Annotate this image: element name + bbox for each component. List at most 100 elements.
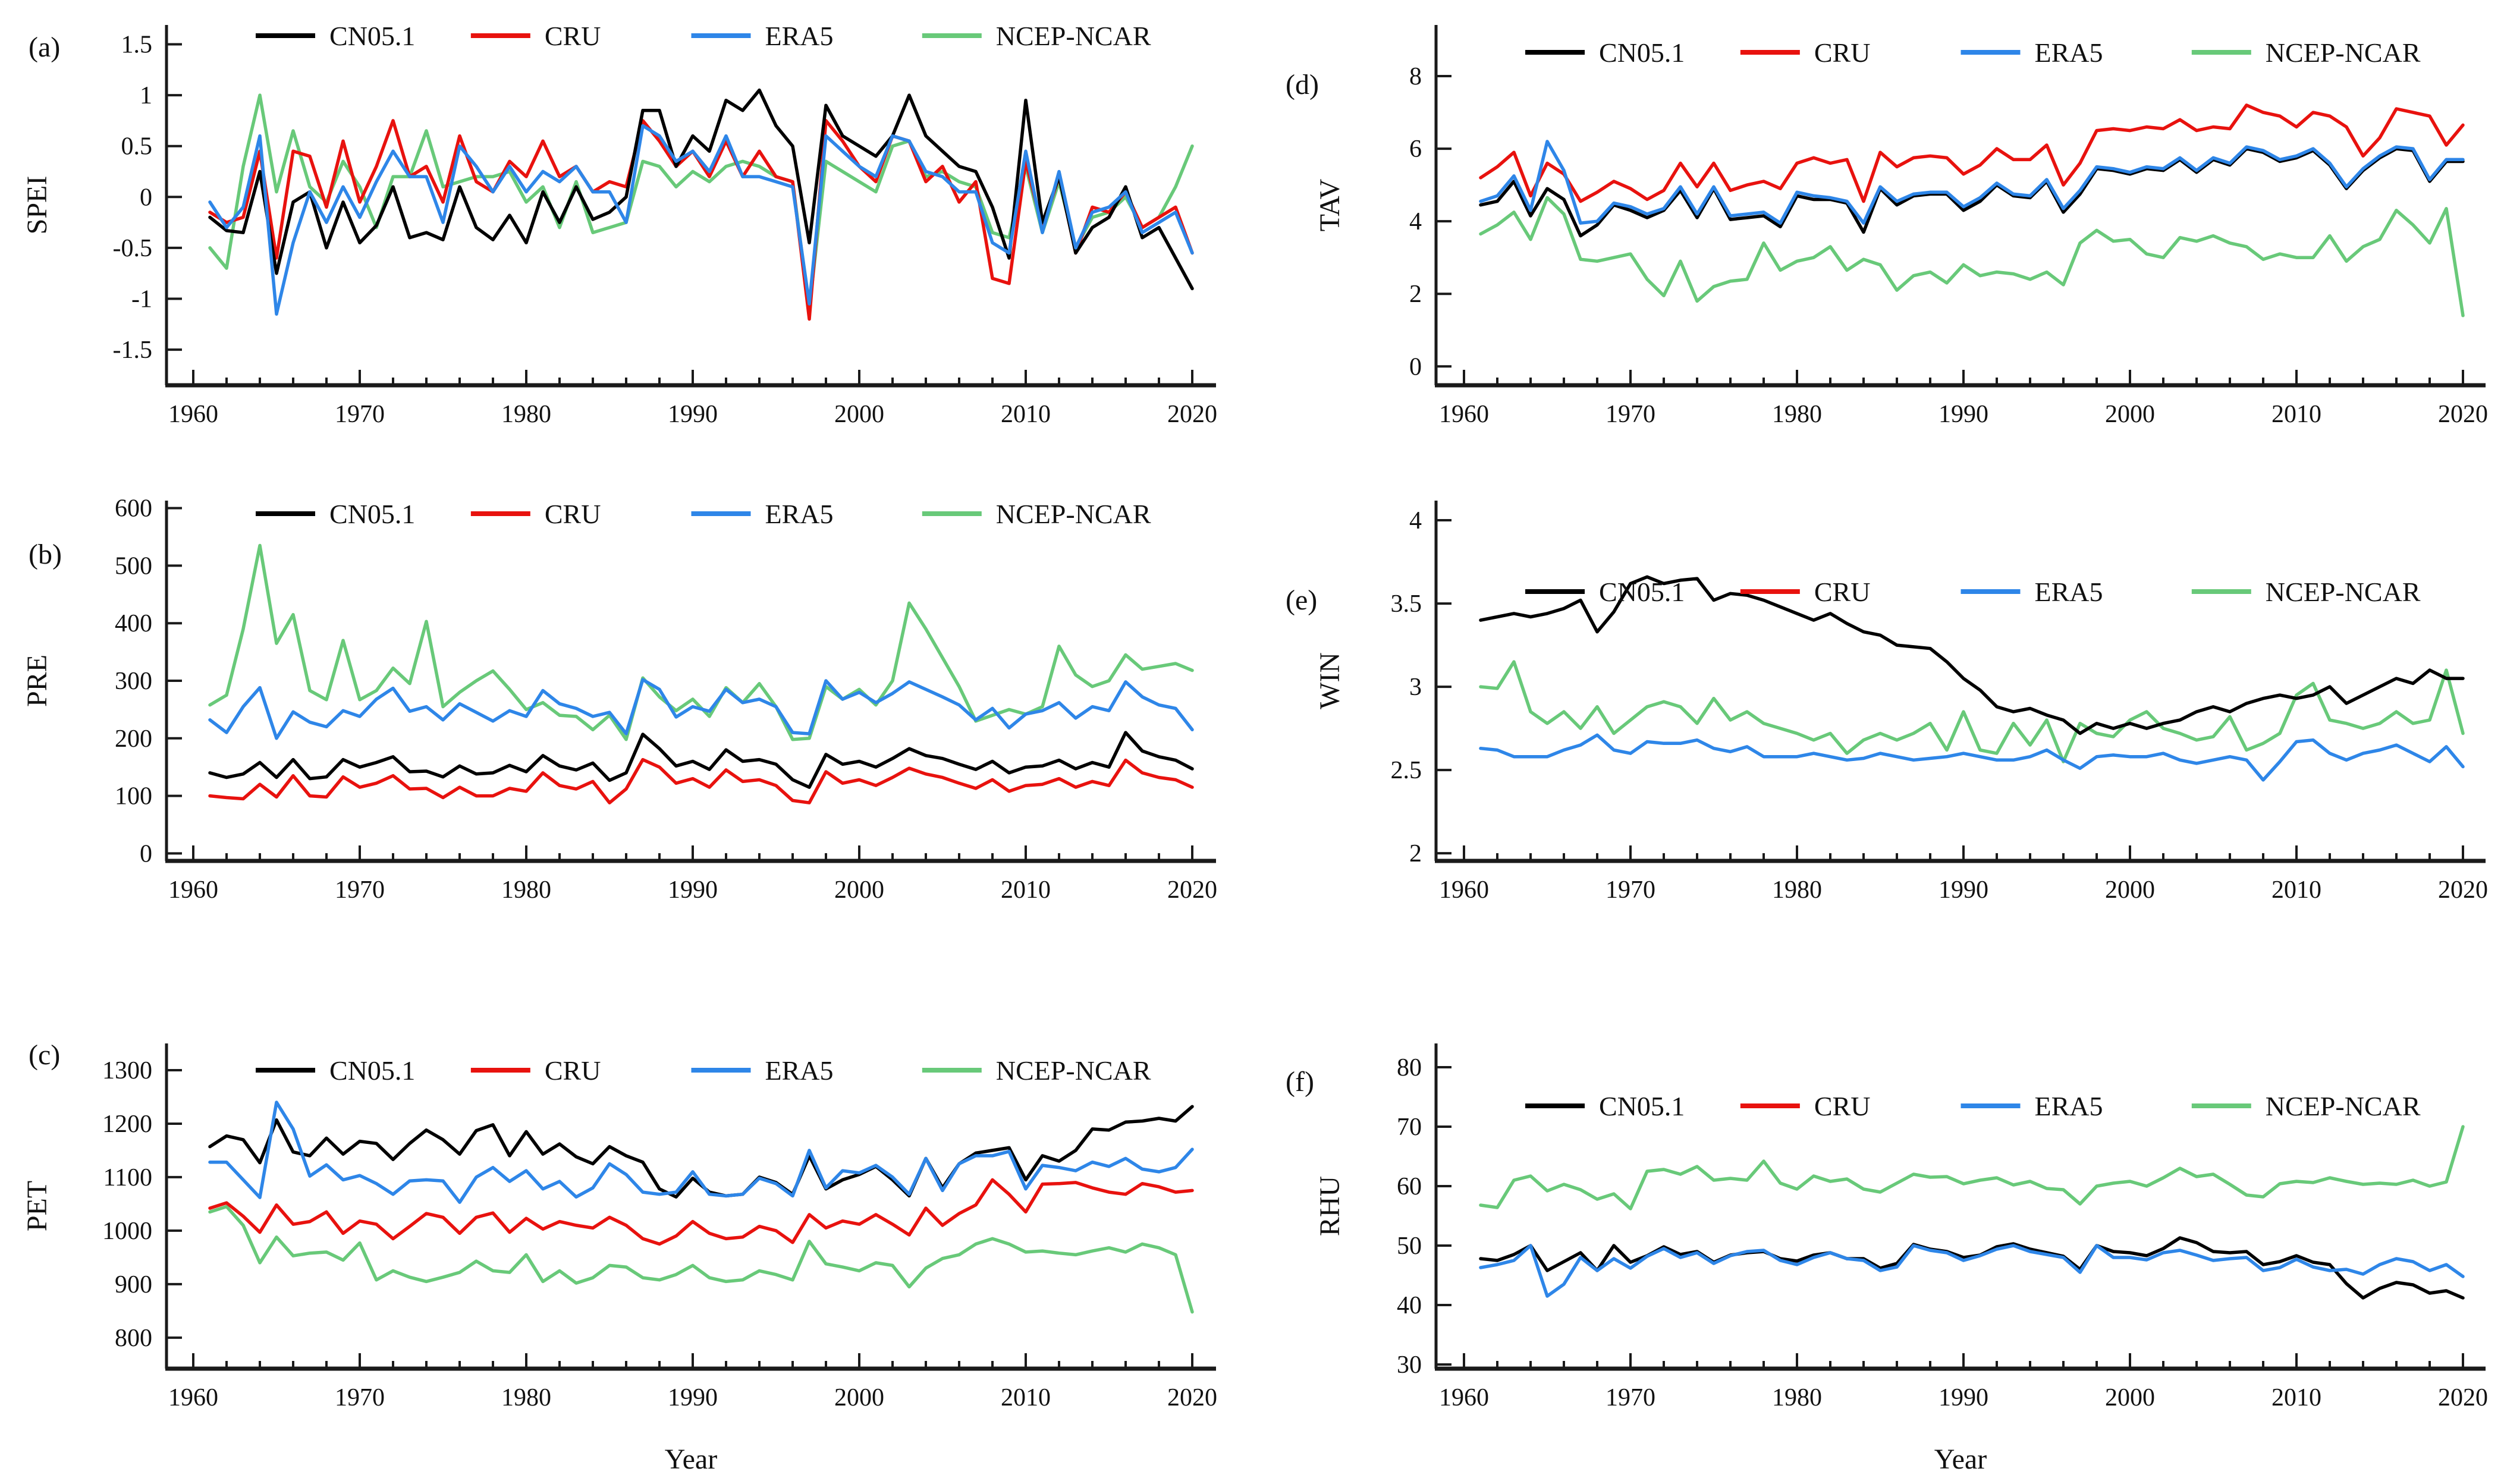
legend-item-ncep-ncar: NCEP-NCAR (2191, 577, 2421, 607)
legend-item-era5: ERA5 (1961, 577, 2103, 607)
x-tick-label: 2010 (1001, 401, 1051, 428)
y-tick-label: 1000 (102, 1218, 152, 1245)
x-tick-label: 1970 (1606, 1384, 1655, 1411)
y-tick-label: 50 (1397, 1233, 1422, 1260)
y-tick-label: -0.5 (113, 235, 153, 262)
series-line-cru (208, 1178, 1194, 1246)
series-line-cn05.1 (1479, 147, 2465, 238)
x-tick-label: 2020 (1167, 1384, 1217, 1411)
y-tick-label: 60 (1397, 1173, 1422, 1200)
legend-label: CRU (545, 499, 601, 529)
legend-item-cn05.1: CN05.1 (1525, 37, 1685, 68)
legend-label: NCEP-NCAR (2266, 1091, 2421, 1121)
x-tick-label: 1970 (1606, 401, 1655, 428)
y-tick-label: 80 (1397, 1054, 1422, 1081)
x-tick-label: 2000 (834, 401, 884, 428)
legend: CN05.1 CRU ERA5 NCEP-NCAR (1525, 37, 2421, 68)
y-tick-label: 2 (1409, 281, 1422, 308)
legend-label: ERA5 (2035, 577, 2103, 607)
y-tick-label: 1.5 (121, 32, 153, 59)
series-line-cn05.1 (208, 731, 1194, 789)
y-tick-label: 8 (1409, 63, 1422, 90)
y-tick-label: 0 (1409, 353, 1422, 381)
series-line-era5 (208, 1101, 1194, 1204)
x-tick-label: 1980 (501, 1384, 551, 1411)
series-line-ncep-ncar (1479, 660, 2465, 763)
legend-label: CRU (1814, 37, 1871, 68)
legend: CN05.1 CRU ERA5 NCEP-NCAR (1525, 577, 2421, 607)
y-axis-label: PET (21, 1181, 53, 1231)
series-line-ncep-ncar (208, 93, 1194, 311)
x-tick-label: 1980 (1772, 876, 1822, 904)
y-tick-label: 2 (1409, 840, 1422, 867)
legend-item-cn05.1: CN05.1 (256, 1055, 415, 1086)
legend-item-cn05.1: CN05.1 (1525, 1091, 1685, 1121)
legend-item-cru: CRU (1740, 577, 1870, 607)
y-tick-label: 100 (115, 783, 152, 810)
series-line-ncep-ncar (208, 1205, 1194, 1314)
legend-label: CN05.1 (1599, 1091, 1685, 1121)
legend: CN05.1 CRU ERA5 NCEP-NCAR (256, 21, 1151, 51)
y-tick-label: 1200 (102, 1111, 152, 1138)
x-tick-label: 2010 (2271, 1384, 2321, 1411)
x-tick-label: 2000 (2105, 401, 2155, 428)
legend-item-cru: CRU (470, 499, 601, 529)
x-tick-label: 1990 (1939, 401, 1988, 428)
y-tick-label: -1.5 (113, 337, 153, 364)
y-tick-label: 400 (115, 610, 152, 637)
x-tick-label: 2010 (1001, 1384, 1051, 1411)
panel-c: 1960 1970 1980 1990 2000 2010 2020 1300 1200 1100… (21, 1039, 1217, 1475)
legend-item-ncep-ncar: NCEP-NCAR (922, 21, 1151, 51)
panel-letter: (a) (29, 32, 60, 63)
y-tick-label: 900 (115, 1271, 152, 1298)
legend-label: NCEP-NCAR (2266, 577, 2421, 607)
series-line-cn05.1 (1479, 575, 2465, 735)
y-tick-label: 40 (1397, 1292, 1422, 1319)
legend-item-era5: ERA5 (691, 1055, 834, 1086)
y-tick-label: 0 (140, 184, 152, 211)
legend-label: ERA5 (765, 1055, 834, 1086)
x-tick-label: 1980 (501, 401, 551, 428)
x-tick-label: 2020 (2438, 1384, 2488, 1411)
panel-letter: (d) (1286, 69, 1319, 100)
legend-label: CN05.1 (1599, 577, 1685, 607)
y-tick-label: 1300 (102, 1057, 152, 1084)
legend-item-cn05.1: CN05.1 (256, 499, 415, 529)
series-line-era5 (1479, 1244, 2465, 1298)
x-tick-label: 1960 (168, 1384, 218, 1411)
legend: CN05.1 CRU ERA5 NCEP-NCAR (1525, 1091, 2421, 1121)
y-tick-label: 4 (1409, 208, 1422, 235)
x-tick-label: 1960 (168, 401, 218, 428)
y-axis-label: PRE (21, 655, 53, 707)
legend-label: NCEP-NCAR (2266, 37, 2421, 68)
legend-item-cru: CRU (1740, 1091, 1870, 1121)
x-tick-label: 1970 (335, 401, 385, 428)
legend: CN05.1 CRU ERA5 NCEP-NCAR (256, 499, 1151, 529)
panel-a: 1960 1970 1980 1990 2000 2010 2020 1.5 1 0.5 0 -0.5… (21, 21, 1217, 428)
y-tick-label: 300 (115, 668, 152, 695)
legend-item-era5: ERA5 (691, 499, 834, 529)
x-tick-label: 2000 (834, 1384, 884, 1411)
legend-item-ncep-ncar: NCEP-NCAR (2191, 1091, 2421, 1121)
x-tick-label: 2020 (1167, 876, 1217, 904)
legend-label: CN05.1 (1599, 37, 1685, 68)
y-tick-label: 1 (140, 82, 152, 109)
series-line-ncep-ncar (1479, 1125, 2465, 1211)
x-tick-label: 1990 (668, 401, 718, 428)
x-tick-label: 2000 (2105, 1384, 2155, 1411)
legend-label: ERA5 (2035, 1091, 2103, 1121)
legend-label: NCEP-NCAR (996, 21, 1151, 51)
series-line-era5 (1479, 733, 2465, 782)
legend-item-era5: ERA5 (1961, 1091, 2103, 1121)
series-line-era5 (1479, 140, 2465, 225)
panel-b: 1960 1970 1980 1990 2000 2010 2020600500400300… (21, 495, 1217, 904)
x-tick-label: 2010 (2271, 401, 2321, 428)
series-line-era5 (208, 124, 1194, 316)
y-tick-label: 1100 (103, 1164, 152, 1191)
y-axis-label: WIN (1314, 652, 1346, 709)
y-axis-label: RHU (1314, 1176, 1346, 1236)
y-tick-label: 6 (1409, 136, 1422, 163)
legend-label: ERA5 (2035, 37, 2103, 68)
legend-item-ncep-ncar: NCEP-NCAR (922, 1055, 1151, 1086)
